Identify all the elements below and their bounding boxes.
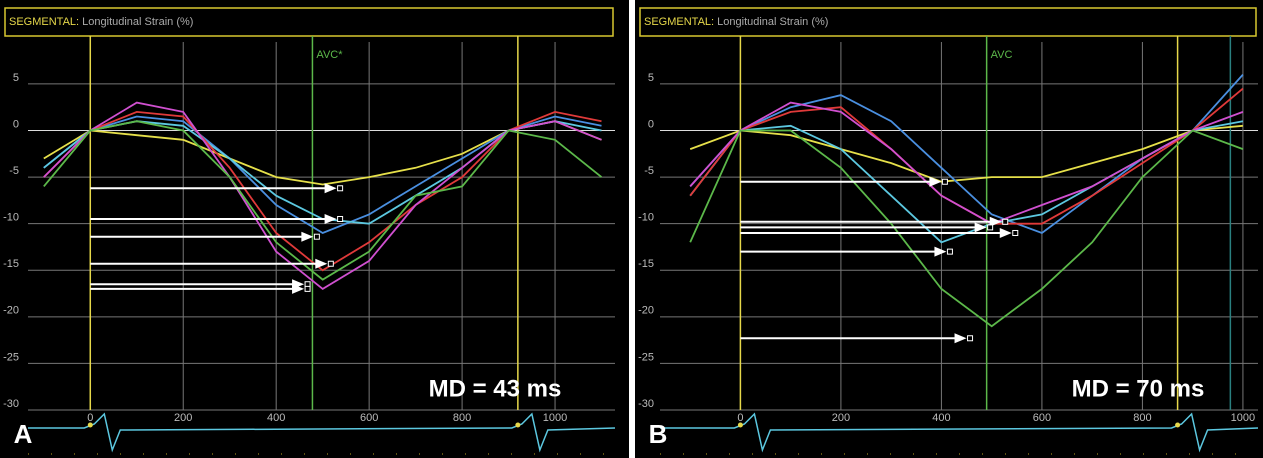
- y-tick-label: -5: [9, 165, 19, 177]
- ecg-dot: [1175, 422, 1181, 428]
- point-marker: [941, 178, 948, 185]
- y-tick-label: -25: [638, 351, 654, 363]
- point-marker: [987, 224, 994, 231]
- panel-letter: A: [14, 419, 33, 449]
- header-box: [639, 7, 1257, 37]
- y-tick-label: 0: [648, 118, 654, 130]
- point-marker: [967, 335, 974, 342]
- point-marker: [313, 233, 320, 240]
- arrow-head: [989, 216, 1002, 227]
- arrow-head: [929, 176, 942, 187]
- x-tick-label: 200: [174, 412, 192, 424]
- y-tick-label: -20: [3, 305, 19, 317]
- event-label: AVC*: [316, 49, 343, 61]
- point-marker: [304, 285, 311, 292]
- y-tick-label: 0: [13, 118, 19, 130]
- y-tick-label: -10: [3, 212, 19, 224]
- y-tick-label: -20: [638, 305, 654, 317]
- y-tick-label: -25: [3, 351, 19, 363]
- header: SEGMENTAL: Longitudinal Strain (%): [9, 16, 193, 28]
- x-tick-label: 600: [1033, 412, 1051, 424]
- x-tick-label: 400: [932, 412, 950, 424]
- y-tick-label: -30: [638, 398, 654, 410]
- ecg-dot: [87, 422, 93, 428]
- strain-curve: [43, 120, 603, 281]
- point-marker: [1002, 218, 1009, 225]
- header: SEGMENTAL: Longitudinal Strain (%): [644, 16, 828, 28]
- x-tick-label: 1000: [1231, 412, 1255, 424]
- strain-curve: [689, 129, 1244, 328]
- strain-curve: [689, 101, 1244, 225]
- arrow-head: [301, 231, 314, 242]
- point-marker: [1012, 229, 1019, 236]
- annotation: MD = 70 ms: [1072, 375, 1205, 402]
- arrow-head: [292, 283, 305, 294]
- point-marker: [337, 216, 344, 223]
- x-tick-label: 0: [87, 412, 93, 424]
- header-title: Longitudinal Strain (%): [82, 16, 193, 28]
- y-tick-label: -15: [638, 258, 654, 270]
- arrow-head: [934, 246, 947, 257]
- arrow-head: [324, 214, 337, 225]
- y-tick-label: -10: [638, 212, 654, 224]
- x-tick-label: 800: [1133, 412, 1151, 424]
- arrow-head: [999, 227, 1012, 238]
- y-tick-label: -15: [3, 258, 19, 270]
- arrow-head: [324, 183, 337, 194]
- annotation: MD = 43 ms: [429, 375, 562, 402]
- header-label: SEGMENTAL:: [9, 16, 79, 28]
- arrow-head: [315, 258, 328, 269]
- ecg-dot: [515, 422, 521, 428]
- arrow-head: [954, 333, 967, 344]
- header-label: SEGMENTAL:: [644, 16, 714, 28]
- x-tick-label: 600: [360, 412, 378, 424]
- header-box: [4, 7, 614, 37]
- event-label: AVC: [991, 49, 1013, 61]
- point-marker: [327, 260, 334, 267]
- point-marker: [337, 185, 344, 192]
- y-tick-label: 5: [13, 72, 19, 84]
- header-title: Longitudinal Strain (%): [717, 16, 828, 28]
- arrow-head: [974, 222, 987, 233]
- y-tick-label: -30: [3, 398, 19, 410]
- panel-letter: B: [649, 419, 668, 449]
- ecg-dot: [737, 422, 743, 428]
- x-tick-label: 400: [267, 412, 285, 424]
- panel-divider: [629, 0, 635, 458]
- y-tick-label: 5: [648, 72, 654, 84]
- x-tick-label: 800: [453, 412, 471, 424]
- point-marker: [946, 248, 953, 255]
- x-tick-label: 200: [832, 412, 850, 424]
- y-tick-label: -5: [644, 165, 654, 177]
- strain-curve: [689, 124, 1243, 183]
- x-tick-label: 1000: [543, 412, 567, 424]
- x-tick-label: 0: [737, 412, 743, 424]
